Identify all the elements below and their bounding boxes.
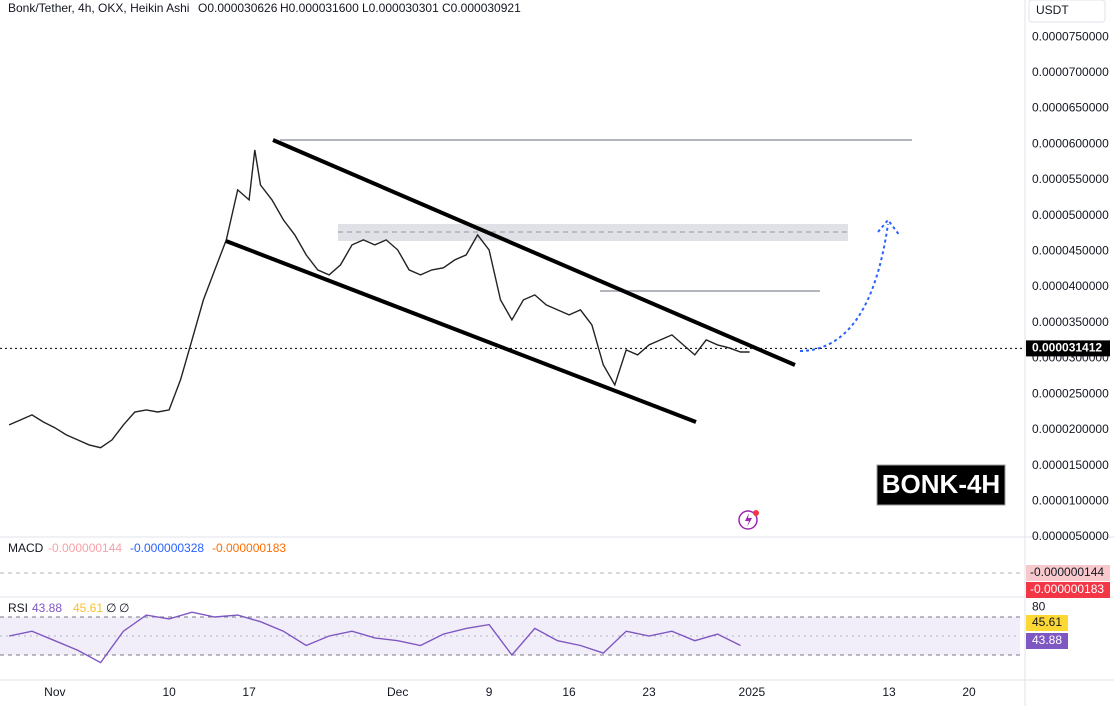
x-tick-label: 16	[562, 685, 576, 699]
y-tick-label: 0.0000500000	[1032, 208, 1109, 222]
y-tick-label: 0.0000550000	[1032, 172, 1109, 186]
y-tick-label: 0.0000200000	[1032, 422, 1109, 436]
x-tick-label: 2025	[739, 685, 766, 699]
arrow-head	[877, 218, 901, 237]
ohlc-value: O0.000030626	[198, 1, 278, 15]
watermark-box	[876, 464, 1006, 506]
indicator-value: 43.88	[32, 601, 62, 615]
x-tick-label: 23	[642, 685, 656, 699]
price-line	[8, 611, 741, 664]
projection-arrow	[799, 223, 889, 352]
axis-value-label: 43.88	[1032, 633, 1062, 647]
y-tick-label: 0.0000450000	[1032, 244, 1109, 258]
alert-dot	[753, 510, 759, 516]
y-tick-label: 0.0000600000	[1032, 136, 1109, 150]
axis-value-label: -0.000000183	[1030, 582, 1104, 596]
marks	[8, 149, 750, 664]
x-tick-label: 20	[962, 685, 976, 699]
ohlc-value: C0.000030921	[442, 1, 521, 15]
y-tick-label: 0.0000100000	[1032, 493, 1109, 507]
alert-icon[interactable]	[738, 510, 758, 530]
y-tick-label: 0.0000400000	[1032, 279, 1109, 293]
alert-icon-bolt	[745, 513, 752, 527]
y-tick-label: 0.0000150000	[1032, 458, 1109, 472]
y-tick-label: 0.0000750000	[1032, 29, 1109, 43]
last-price-box	[1026, 340, 1110, 357]
indicator-title: MACD	[8, 541, 44, 555]
axis-label-box	[1026, 565, 1110, 581]
y-tick-label: 0.0000250000	[1032, 386, 1109, 400]
y-tick-label: 0.0000650000	[1032, 101, 1109, 115]
y-tick-label: 0.0000350000	[1032, 315, 1109, 329]
x-tick-label: 10	[162, 685, 176, 699]
axis-value-label: 45.61	[1032, 615, 1062, 629]
y-tick-label: 80	[1032, 600, 1046, 614]
axis-label-box	[1026, 633, 1068, 649]
ohlc-value: H0.000031600	[280, 1, 359, 15]
ohlc-value: L0.000030301	[362, 1, 439, 15]
indicator-value: ∅	[119, 601, 129, 615]
y-tick-label: 0.0000050000	[1032, 529, 1109, 543]
indicator-value: -0.000000183	[212, 541, 286, 555]
currency-box[interactable]	[1028, 0, 1106, 23]
price-line	[8, 149, 750, 449]
symbol-title: Bonk/Tether, 4h, OKX, Heikin Ashi	[8, 1, 189, 15]
last-price-label: 0.000031412	[1032, 341, 1102, 355]
axis-value-label: -0.000000144	[1030, 565, 1104, 579]
indicator-value: 45.61	[73, 601, 103, 615]
x-tick-label: 9	[486, 685, 493, 699]
indicator-value: -0.000000144	[48, 541, 122, 555]
axis-label-box	[1026, 582, 1110, 598]
axis-label-box	[1026, 615, 1068, 631]
x-tick-label: Nov	[44, 685, 65, 699]
indicator-value: ∅	[106, 601, 116, 615]
x-tick-label: 17	[242, 685, 256, 699]
watermark: BONK-4H	[882, 469, 1000, 499]
trendline	[272, 138, 796, 367]
x-tick-label: Dec	[387, 685, 408, 699]
trendline	[225, 239, 697, 424]
x-tick-label: 13	[882, 685, 896, 699]
y-tick-label: 0.0000700000	[1032, 65, 1109, 79]
indicator-value: -0.000000328	[130, 541, 204, 555]
indicator-title: RSI	[8, 601, 28, 615]
currency: USDT	[1036, 3, 1069, 17]
